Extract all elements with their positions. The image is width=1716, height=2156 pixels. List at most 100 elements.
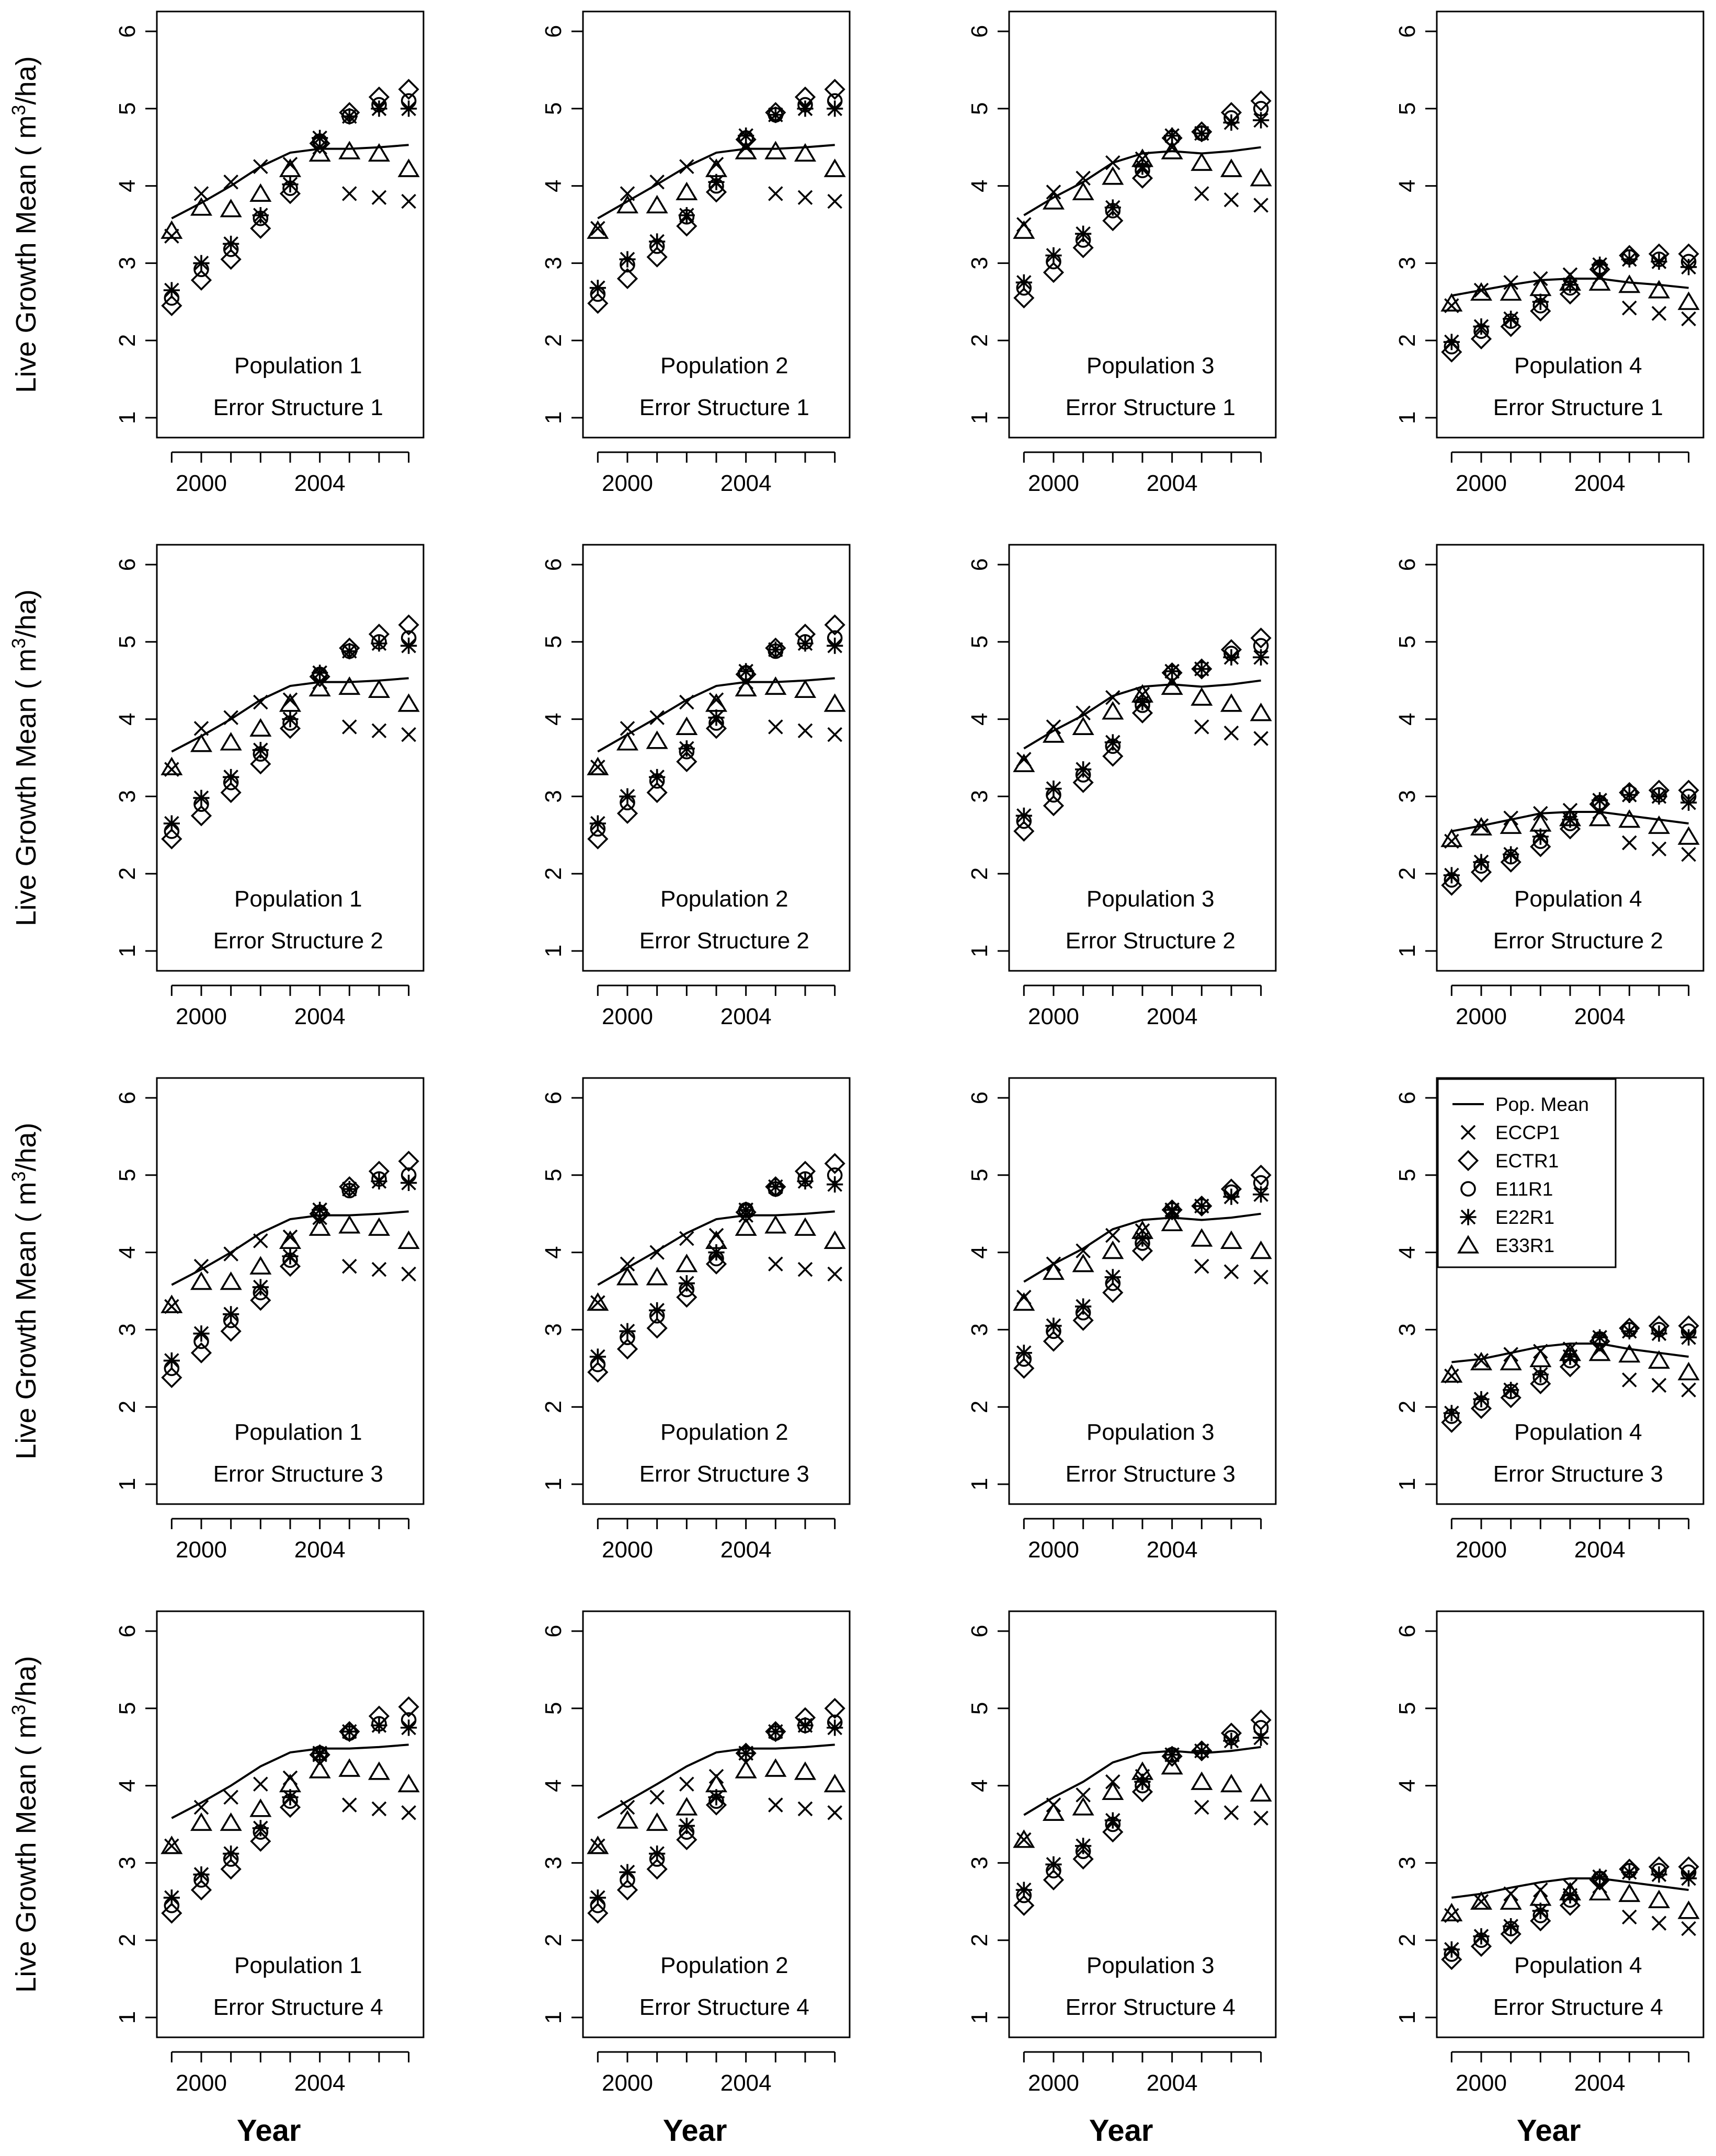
point-e33r1 bbox=[308, 143, 331, 162]
point-eccp1 bbox=[768, 719, 783, 735]
point-ectr1 bbox=[220, 782, 242, 804]
y-tick-label: 5 bbox=[967, 636, 992, 648]
point-e22r1 bbox=[1592, 256, 1608, 273]
error-structure-label: Error Structure 3 bbox=[1066, 1461, 1235, 1487]
population-label: Population 1 bbox=[234, 1419, 362, 1445]
point-e22r1 bbox=[708, 709, 725, 726]
point-e33r1 bbox=[794, 1217, 817, 1236]
x-tick-label: 2004 bbox=[720, 471, 772, 496]
point-e22r1 bbox=[649, 1302, 666, 1319]
point-eccp1 bbox=[1223, 1264, 1239, 1279]
point-e22r1 bbox=[1503, 846, 1519, 863]
point-e22r1 bbox=[252, 742, 269, 759]
point-e22r1 bbox=[1503, 1918, 1519, 1935]
x-tick-label: 2004 bbox=[720, 2070, 772, 2096]
y-tick-label: 3 bbox=[115, 257, 140, 269]
point-e22r1 bbox=[252, 207, 269, 224]
point-e33r1 bbox=[1618, 809, 1641, 828]
plot-frame bbox=[156, 544, 425, 972]
y-tick-label: 6 bbox=[1394, 1625, 1420, 1637]
point-e33r1 bbox=[1529, 277, 1552, 296]
point-e22r1 bbox=[401, 637, 417, 654]
point-eccp1 bbox=[1651, 1916, 1667, 1931]
point-e33r1 bbox=[735, 1217, 757, 1236]
x-axis-label: Year bbox=[1089, 2114, 1153, 2148]
point-e22r1 bbox=[1015, 1345, 1032, 1361]
point-e33r1 bbox=[1042, 191, 1065, 210]
y-tick-label: 1 bbox=[967, 411, 992, 424]
point-eccp1 bbox=[768, 186, 783, 201]
point-e22r1 bbox=[1532, 293, 1549, 310]
x-tick-label: 2000 bbox=[176, 1004, 227, 1029]
point-e33r1 bbox=[1161, 676, 1183, 695]
point-e33r1 bbox=[1677, 826, 1700, 845]
point-e22r1 bbox=[797, 1717, 814, 1734]
point-e33r1 bbox=[1677, 1900, 1700, 1919]
point-ectr1 bbox=[220, 248, 242, 270]
plot-frame bbox=[1436, 10, 1704, 439]
error-structure-label: Error Structure 3 bbox=[213, 1461, 383, 1487]
x-tick-label: 2004 bbox=[294, 1004, 346, 1029]
point-e33r1 bbox=[338, 141, 361, 159]
point-e22r1 bbox=[1104, 1269, 1121, 1286]
point-eccp1 bbox=[679, 1776, 694, 1792]
point-ectr1 bbox=[824, 1153, 845, 1174]
y-tick-label: 4 bbox=[1394, 1779, 1420, 1792]
point-e33r1 bbox=[1648, 1350, 1671, 1369]
point-eccp1 bbox=[1622, 1909, 1637, 1925]
point-e22r1 bbox=[1621, 251, 1638, 268]
point-eccp1 bbox=[401, 1805, 416, 1820]
point-e33r1 bbox=[1588, 1882, 1611, 1901]
legend-swatch-e33r1 bbox=[1457, 1235, 1480, 1254]
point-e33r1 bbox=[1131, 684, 1154, 703]
point-e22r1 bbox=[589, 1348, 606, 1365]
point-e33r1 bbox=[1161, 1756, 1183, 1775]
point-e22r1 bbox=[371, 100, 387, 117]
point-e33r1 bbox=[220, 1271, 242, 1290]
point-e22r1 bbox=[1503, 1382, 1519, 1398]
error-structure-label: Error Structure 2 bbox=[639, 928, 809, 954]
point-e33r1 bbox=[646, 1812, 668, 1831]
y-tick-label: 5 bbox=[967, 1702, 992, 1715]
point-e22r1 bbox=[193, 789, 210, 806]
point-e33r1 bbox=[279, 1230, 302, 1249]
point-e33r1 bbox=[1042, 724, 1065, 743]
x-tick-label: 2004 bbox=[1147, 1004, 1198, 1029]
point-ectr1 bbox=[676, 751, 697, 772]
point-e22r1 bbox=[1562, 1887, 1578, 1904]
point-e33r1 bbox=[587, 756, 609, 775]
point-eccp1 bbox=[1681, 1382, 1696, 1397]
point-e33r1 bbox=[764, 1758, 787, 1777]
y-tick-label: 4 bbox=[541, 1246, 566, 1258]
point-e22r1 bbox=[163, 1889, 180, 1906]
y-tick-label: 3 bbox=[967, 257, 992, 269]
point-ectr1 bbox=[1043, 795, 1065, 817]
point-eccp1 bbox=[223, 710, 238, 725]
y-tick-label: 2 bbox=[1394, 1401, 1420, 1413]
point-eccp1 bbox=[1473, 818, 1489, 833]
point-e33r1 bbox=[616, 194, 639, 214]
point-e22r1 bbox=[282, 1789, 299, 1806]
point-e22r1 bbox=[1045, 781, 1062, 797]
point-eccp1 bbox=[1651, 306, 1667, 321]
point-eccp1 bbox=[401, 193, 416, 209]
point-eccp1 bbox=[1194, 719, 1209, 735]
point-e22r1 bbox=[1134, 1773, 1151, 1790]
point-eccp1 bbox=[1016, 1832, 1032, 1848]
point-e33r1 bbox=[764, 141, 787, 159]
point-e22r1 bbox=[1473, 1391, 1490, 1408]
point-eccp1 bbox=[371, 723, 387, 739]
y-tick-label: 2 bbox=[541, 1934, 566, 1946]
pop-mean-line bbox=[1023, 1212, 1261, 1283]
point-e33r1 bbox=[646, 730, 668, 749]
y-tick-label: 2 bbox=[115, 867, 140, 880]
point-e22r1 bbox=[1621, 1864, 1638, 1880]
panel-row3-col3: 1 2 3 4 5 6 2000 2004 Population 3 Error Structur… bbox=[967, 1077, 1277, 1563]
point-e22r1 bbox=[1104, 734, 1121, 751]
point-e33r1 bbox=[1161, 1212, 1183, 1232]
y-tick-label: 3 bbox=[967, 1323, 992, 1336]
population-label: Population 1 bbox=[234, 1953, 362, 1978]
y-tick-label: 1 bbox=[1394, 411, 1420, 424]
point-e22r1 bbox=[738, 663, 754, 680]
y-tick-label: 5 bbox=[115, 1169, 140, 1182]
